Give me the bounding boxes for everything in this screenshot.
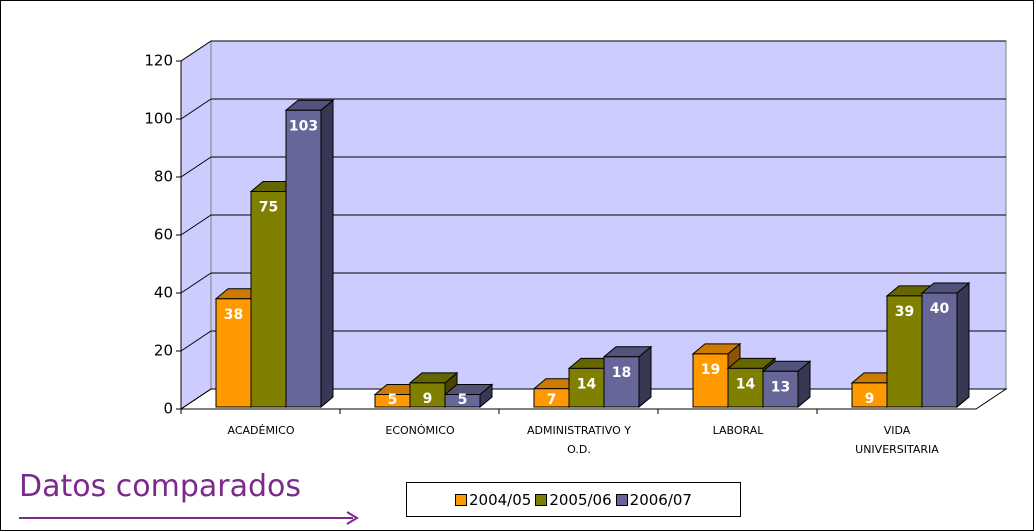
data-label: 75 [259,200,278,216]
data-label: 14 [577,376,597,392]
bar [603,356,640,408]
chart-title: Datos comparados [19,469,302,504]
grid-line [180,214,212,236]
y-tick-label: 120 [144,52,173,70]
grid-line [180,388,212,410]
legend-item: 2005/06 [535,490,612,509]
bar [285,109,322,408]
data-label: 19 [701,362,720,378]
y-tick-label: 40 [154,284,173,302]
bar [409,382,446,408]
y-tick-label: 60 [154,226,173,244]
x-tick-label: ADMINISTRATIVO Y O.D. [527,424,631,456]
data-label: 14 [736,376,756,392]
data-label: 9 [865,391,875,407]
data-label: 5 [458,392,468,408]
grid-line [180,330,212,352]
bar [215,298,252,408]
legend-swatch [535,493,548,506]
data-label: 13 [771,379,790,395]
y-tick-label: 100 [144,110,173,128]
grid-line [180,98,212,120]
y-tick-label: 80 [154,168,173,186]
y-tick-label: 0 [163,400,173,418]
x-tick-label: VIDA UNIVERSITARIA [855,424,939,456]
x-tick-label: ECONÓMICO [385,424,455,437]
bar [250,191,287,408]
data-label: 18 [612,365,631,381]
grid-line [180,272,212,294]
legend-label: 2006/07 [629,490,692,509]
bar [851,382,888,408]
bar [568,367,605,408]
grid-line [180,156,212,178]
x-tick-label: LABORAL [712,424,764,437]
data-label: 5 [388,392,398,408]
bar [444,394,481,408]
data-label: 9 [423,391,433,407]
legend: 2004/05 2005/06 2006/07 [406,482,741,517]
data-label: 103 [289,118,318,134]
legend-swatch [615,493,628,506]
legend-item: 2006/07 [615,490,692,509]
legend-label: 2004/05 [469,490,532,509]
bar-side [956,281,970,409]
title-arrow [19,511,359,525]
bar-side [320,99,334,409]
x-tick-label: ACADÉMICO [227,424,295,437]
bar [692,353,729,408]
legend-swatch [455,493,467,506]
legend-item: 2004/05 [455,491,531,509]
grid-line [180,40,212,62]
data-label: 38 [224,307,243,323]
bar [727,367,764,408]
data-label: 40 [930,301,950,317]
bar [762,370,799,408]
data-label: 39 [895,304,914,320]
bar [921,292,958,408]
data-label: 7 [547,392,557,408]
y-tick-label: 20 [154,342,173,360]
legend-label: 2005/06 [549,490,612,509]
